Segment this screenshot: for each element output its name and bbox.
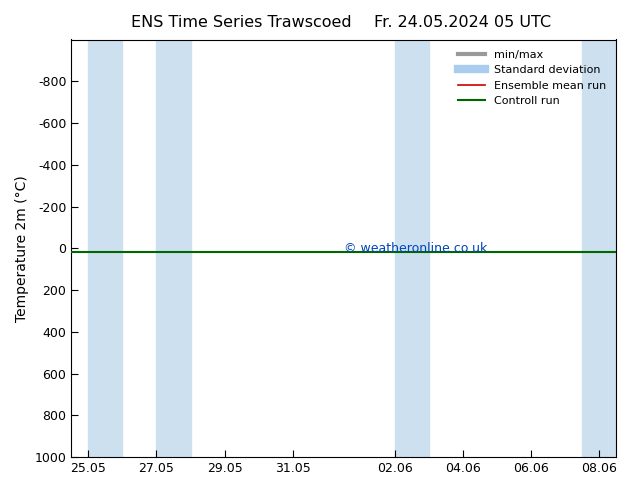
Text: © weatheronline.co.uk: © weatheronline.co.uk <box>344 242 487 255</box>
Bar <box>395 40 429 457</box>
Y-axis label: Temperature 2m (°C): Temperature 2m (°C) <box>15 175 29 322</box>
Text: Fr. 24.05.2024 05 UTC: Fr. 24.05.2024 05 UTC <box>374 15 552 30</box>
Legend: min/max, Standard deviation, Ensemble mean run, Controll run: min/max, Standard deviation, Ensemble me… <box>453 45 611 111</box>
Bar <box>157 40 191 457</box>
Text: ENS Time Series Trawscoed: ENS Time Series Trawscoed <box>131 15 351 30</box>
Bar <box>583 40 616 457</box>
Bar <box>88 40 122 457</box>
